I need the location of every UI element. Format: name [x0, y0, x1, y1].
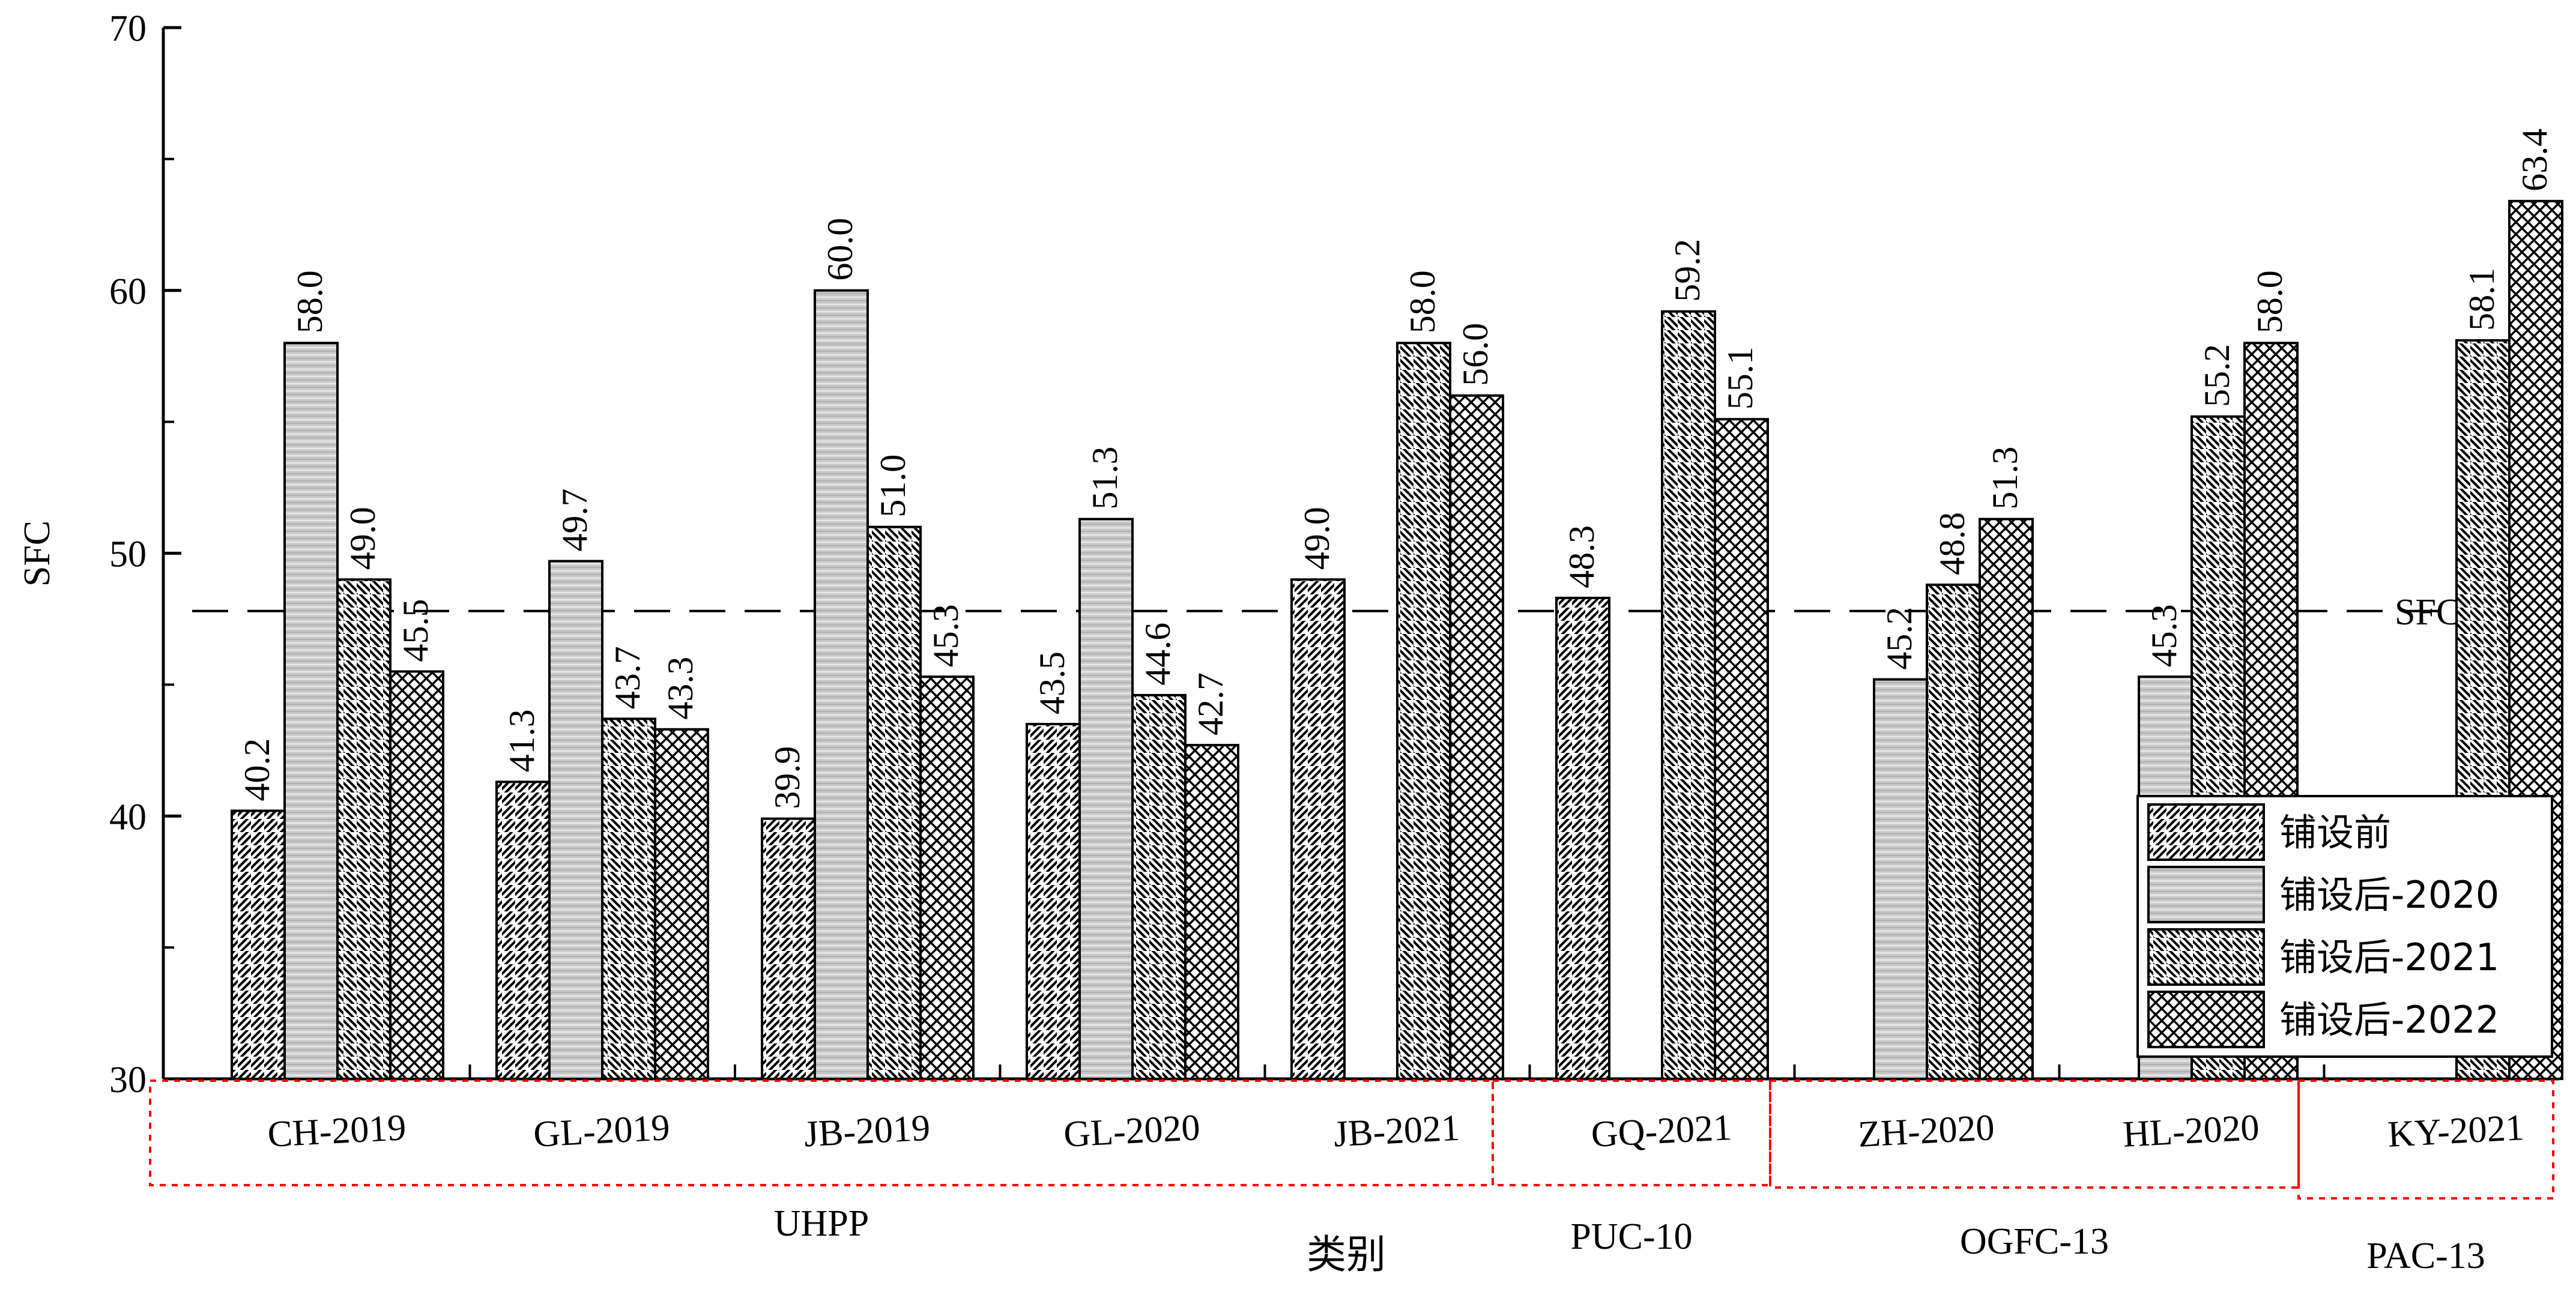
- bar-ch-2019-s4: [389, 670, 444, 1081]
- category-label-zh-2020: ZH-2020: [1857, 1107, 1996, 1155]
- legend-swatch: [2147, 803, 2265, 861]
- bar-value-label: 58.0: [290, 270, 330, 333]
- y-axis-title: SFC: [17, 521, 58, 587]
- category-label-ky-2021: KY-2021: [2387, 1107, 2526, 1155]
- bar-value-label: 44.6: [1138, 623, 1178, 686]
- group-label-ogfc-13: OGFC-13: [1960, 1221, 2109, 1262]
- bar-value-label: 55.1: [1720, 346, 1760, 409]
- group-label-puc-10: PUC-10: [1570, 1216, 1692, 1257]
- bar-value-label: 48.8: [1932, 512, 1972, 575]
- bar-zh-2020-s3: [1926, 584, 1981, 1080]
- bar-value-label: 45.3: [926, 604, 966, 667]
- bar-gl-2020-s1: [1026, 723, 1081, 1080]
- group-label-pac-13: PAC-13: [2366, 1236, 2485, 1276]
- bar-value-label: 45.5: [396, 599, 435, 662]
- bar-value-label: 51.3: [1085, 447, 1125, 510]
- category-label-jb-2021: JB-2021: [1332, 1108, 1460, 1155]
- category-label-gl-2019: GL-2019: [533, 1107, 671, 1155]
- bar-gq-2021-s4: [1714, 418, 1769, 1080]
- category-label-gl-2020: GL-2020: [1063, 1107, 1202, 1155]
- bar-value-label: 55.2: [2197, 344, 2237, 407]
- category-label-ch-2019: CH-2019: [267, 1107, 407, 1155]
- threshold-line-group: SFC=48: [192, 592, 2540, 633]
- bar-gq-2021-s1: [1555, 596, 1610, 1080]
- bar-jb-2019-s3: [866, 525, 922, 1080]
- group-box-pac-13: [2297, 1079, 2554, 1200]
- category-labels: CH-2019 GL-2019 JB-2019 GL-2020 JB-2021 GQ-20…: [267, 1107, 2525, 1155]
- legend-swatch: [2147, 928, 2265, 986]
- legend-label: 铺设后-2020: [2279, 873, 2499, 917]
- bar-value-label: 58.0: [2250, 270, 2290, 333]
- bar-value-label: 42.7: [1191, 672, 1230, 735]
- y-tick-label: 40: [109, 797, 147, 838]
- bar-value-labels: 40.2 58.0 49.0 45.5 41.3 49.7 43.7 43.3 39.9 60.0…: [237, 128, 2554, 809]
- bar-value-label: 43.3: [661, 657, 700, 720]
- y-tick-label: 60: [109, 271, 147, 312]
- bar-value-label: 49.0: [1297, 507, 1337, 570]
- group-label-uhpp: UHPP: [774, 1203, 869, 1244]
- bars: [231, 199, 2563, 1081]
- category-label-gq-2021: GQ-2021: [1590, 1107, 1732, 1155]
- bar-value-label: 43.7: [608, 646, 647, 709]
- bar-gl-2020-s2: [1078, 518, 1134, 1080]
- x-axis-title: 类别: [1307, 1231, 1386, 1278]
- bar-value-label: 63.4: [2515, 128, 2554, 192]
- bar-value-label: 49.7: [555, 489, 594, 552]
- y-tick-label: 30: [109, 1060, 147, 1100]
- bar-jb-2019-s2: [814, 289, 869, 1080]
- category-label-jb-2019: JB-2019: [803, 1108, 931, 1155]
- legend-swatch: [2147, 991, 2265, 1048]
- bar-value-label: 56.0: [1456, 323, 1495, 386]
- bar-value-label: 60.0: [820, 218, 860, 281]
- bar-gl-2019-s4: [654, 728, 709, 1080]
- legend-label: 铺设后-2021: [2279, 935, 2499, 979]
- legend-swatch: [2147, 866, 2265, 923]
- bar-value-label: 39.9: [767, 746, 807, 809]
- bar-ch-2019-s1: [231, 809, 286, 1080]
- group-box-ogfc-13: [1769, 1079, 2300, 1189]
- bar-ch-2019-s3: [336, 578, 392, 1080]
- bar-value-label: 43.5: [1032, 651, 1072, 714]
- bar-jb-2021-s3: [1396, 342, 1451, 1080]
- y-tick-label: 70: [109, 8, 147, 49]
- bar-jb-2021-s4: [1449, 394, 1504, 1080]
- bar-value-label: 58.0: [1403, 270, 1442, 333]
- bar-value-label: 45.3: [2144, 604, 2184, 667]
- bar-gl-2019-s1: [495, 780, 551, 1081]
- legend-label: 铺设后-2022: [2279, 998, 2499, 1042]
- bar-value-label: 49.0: [343, 507, 382, 570]
- bar-zh-2020-s2: [1873, 678, 1928, 1080]
- bar-jb-2021-s1: [1290, 578, 1346, 1080]
- y-tick-label: 50: [109, 534, 147, 575]
- bar-gl-2020-s4: [1184, 744, 1239, 1080]
- bar-value-label: 41.3: [502, 709, 542, 772]
- bar-value-label: 45.2: [1879, 607, 1919, 670]
- bar-jb-2019-s1: [761, 817, 816, 1080]
- group-boxes: UHPP PUC-10 OGFC-13 PAC-13: [149, 1079, 2554, 1276]
- bar-jb-2019-s4: [919, 675, 975, 1081]
- bar-zh-2020-s4: [1979, 518, 2034, 1080]
- bar-value-label: 51.3: [1985, 447, 2025, 510]
- y-ticks: 30 40 50 60 70: [109, 8, 2560, 1100]
- bar-gq-2021-s3: [1661, 310, 1716, 1080]
- bar-value-label: 40.2: [237, 738, 277, 801]
- bar-value-label: 59.2: [1667, 239, 1707, 302]
- bar-value-label: 58.1: [2462, 268, 2502, 331]
- category-label-hl-2020: HL-2020: [2122, 1107, 2261, 1155]
- bar-gl-2019-s3: [601, 717, 656, 1080]
- bar-ch-2019-s2: [283, 342, 339, 1080]
- bar-value-label: 51.0: [873, 454, 913, 518]
- bar-gl-2019-s2: [548, 560, 603, 1080]
- legend-label: 铺设前: [2279, 811, 2391, 854]
- bar-value-label: 48.3: [1562, 525, 1601, 588]
- bar-gl-2020-s3: [1131, 693, 1187, 1080]
